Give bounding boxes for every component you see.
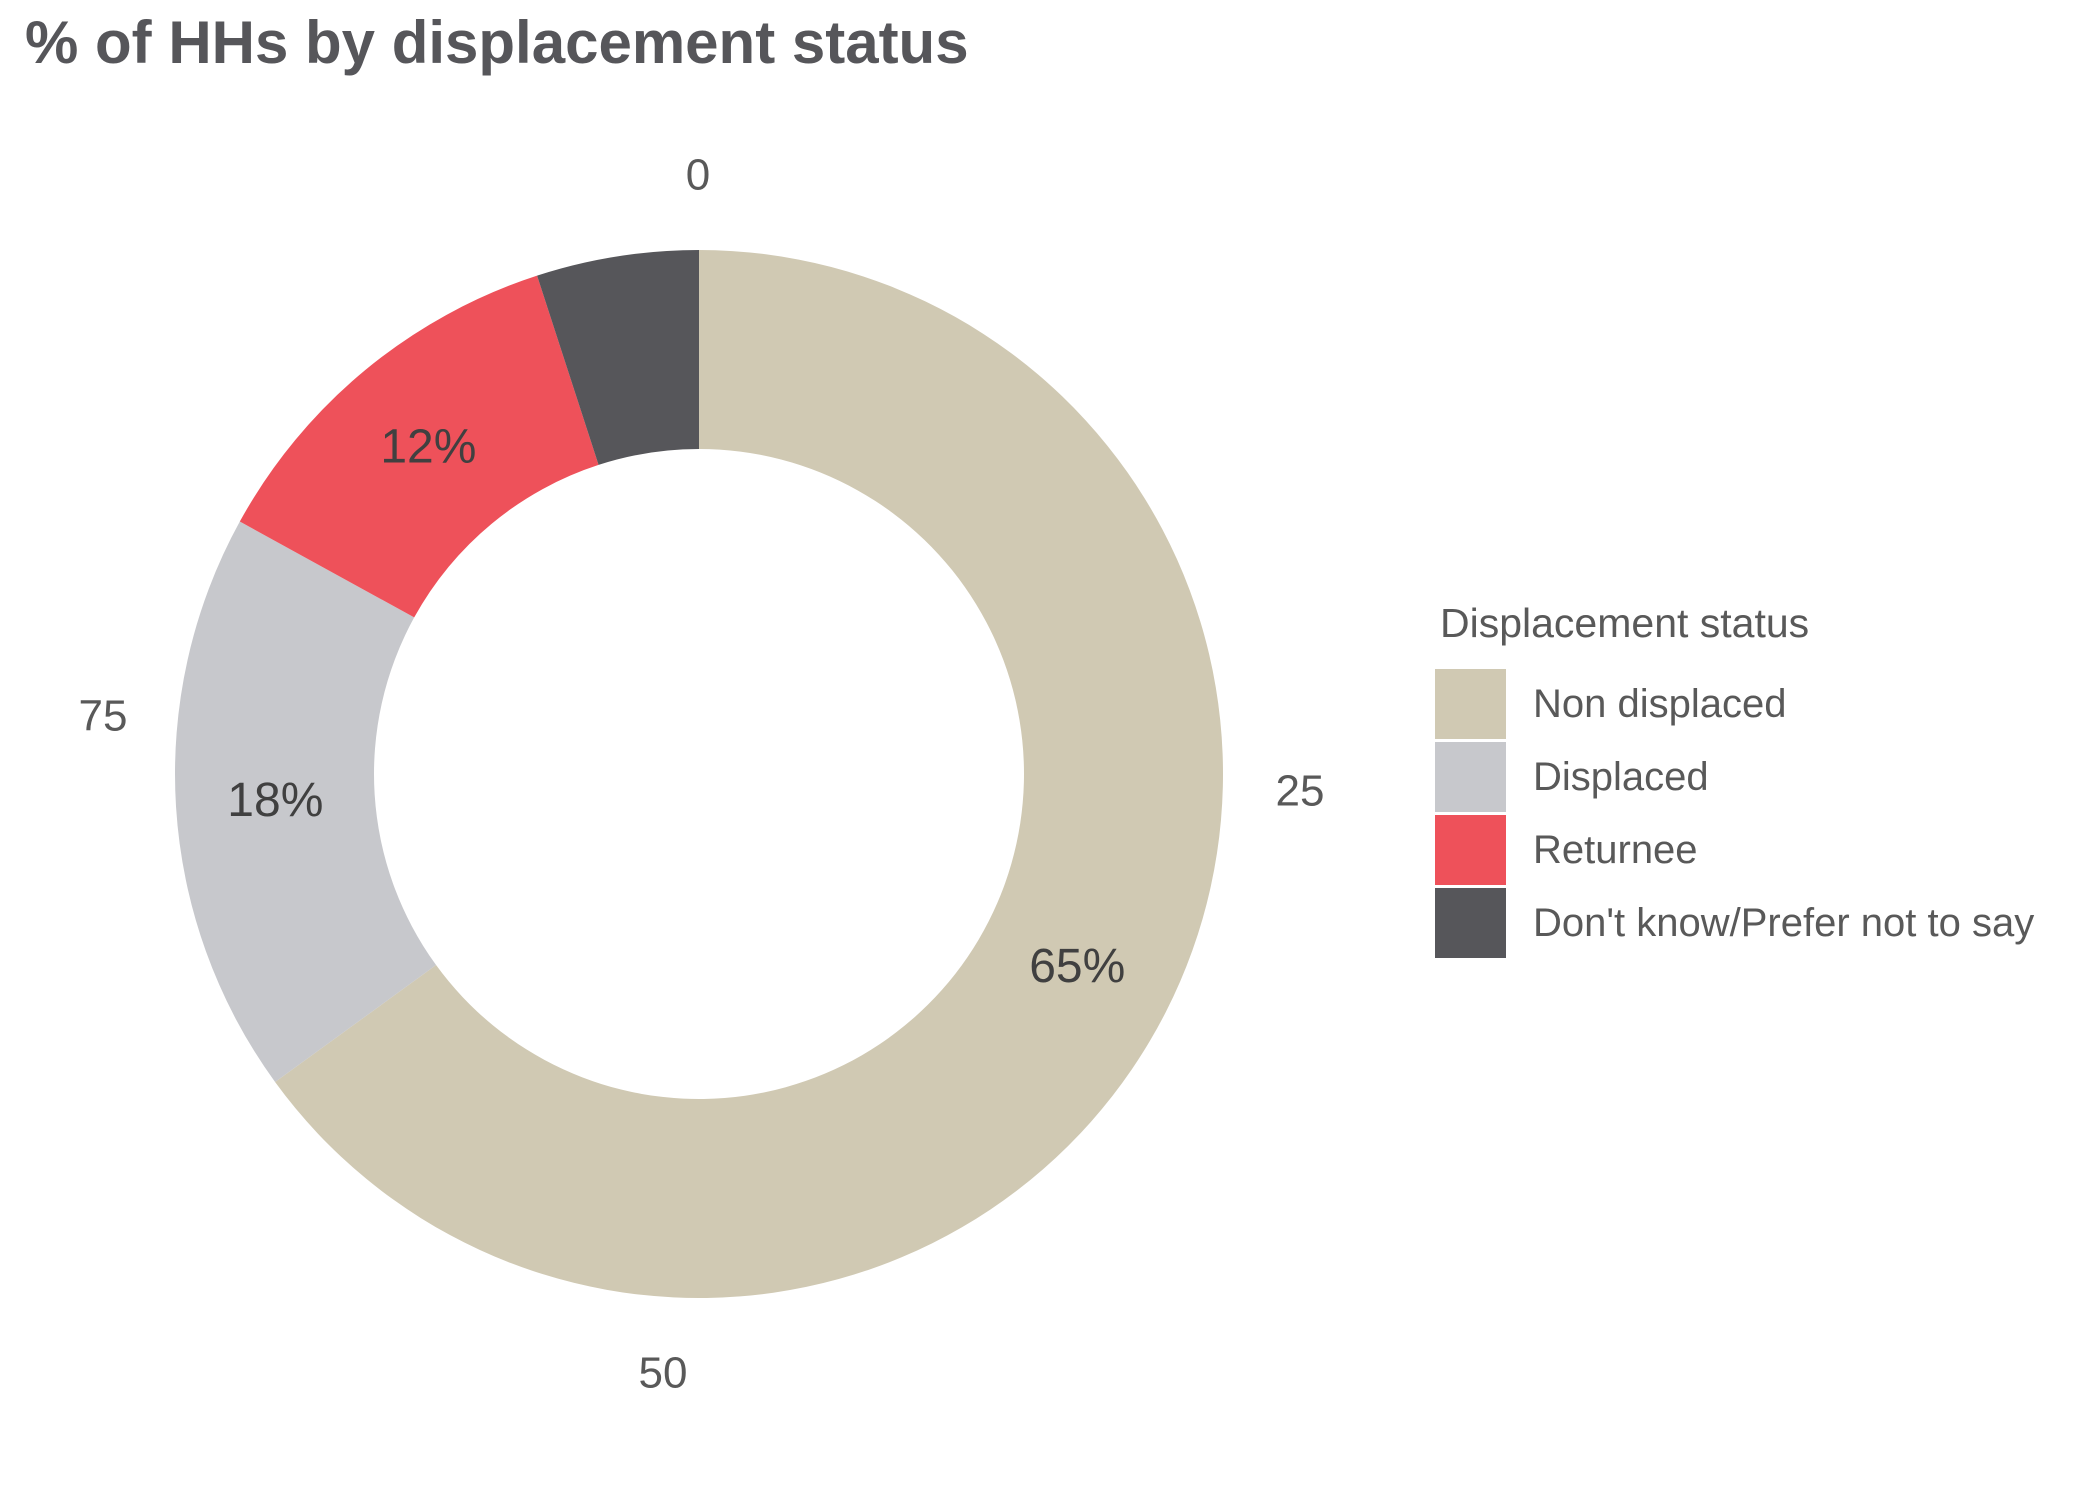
donut-slice-non-displaced[interactable] — [275, 250, 1223, 1298]
donut-slice-returnee[interactable] — [239, 275, 599, 618]
legend-item-non-displaced[interactable]: Non displaced — [1435, 669, 2034, 739]
data-label-displaced: 18% — [227, 774, 323, 827]
legend-item-dont-know[interactable]: Don't know/Prefer not to say — [1435, 888, 2034, 958]
axis-tick-50: 50 — [639, 1349, 688, 1398]
legend: Displacement status Non displaced Displa… — [1435, 600, 2034, 961]
data-label-returnee: 12% — [380, 420, 476, 473]
legend-label: Non displaced — [1533, 681, 1787, 726]
legend-label: Displaced — [1533, 754, 1709, 799]
axis-tick-25: 25 — [1276, 767, 1325, 816]
legend-swatch-non-displaced — [1435, 669, 1506, 739]
donut-slice-don-t-know-prefer-not-to-say[interactable] — [537, 250, 699, 465]
legend-label: Don't know/Prefer not to say — [1533, 900, 2035, 945]
axis-tick-0: 0 — [686, 151, 710, 200]
donut-slice-displaced[interactable] — [174, 521, 437, 1082]
legend-item-displaced[interactable]: Displaced — [1435, 742, 2034, 812]
axis-tick-75: 75 — [79, 692, 128, 741]
legend-swatch-dont-know — [1435, 888, 1506, 958]
legend-swatch-displaced — [1435, 742, 1506, 812]
legend-title: Displacement status — [1440, 600, 1810, 646]
legend-label: Returnee — [1533, 827, 1698, 872]
legend-item-returnee[interactable]: Returnee — [1435, 815, 2034, 885]
legend-swatch-returnee — [1435, 815, 1506, 885]
chart-title: % of HHs by displacement status — [25, 9, 969, 76]
data-label-non-displaced: 65% — [1029, 940, 1125, 993]
